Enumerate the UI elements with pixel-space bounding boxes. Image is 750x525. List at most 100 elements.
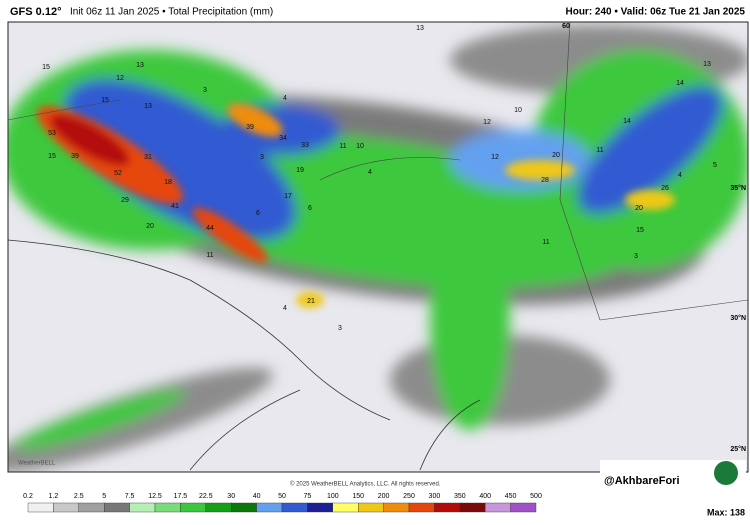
map-value-label: 13 <box>144 103 152 110</box>
colorbar-swatch <box>103 502 130 513</box>
colorbar-label: 500 <box>530 493 542 500</box>
colorbar-swatch <box>510 502 537 513</box>
map-value-label: 20 <box>635 205 643 212</box>
map-value-label: 11 <box>542 239 549 246</box>
colorbar-swatch <box>281 502 308 513</box>
colorbar-swatch <box>129 502 156 513</box>
map-value-label: 3 <box>634 253 638 260</box>
map-value-label: 31 <box>144 154 152 161</box>
logo: WeatherBELL <box>18 461 56 467</box>
map-value-label: 4 <box>368 169 372 176</box>
colorbar-swatch <box>408 502 435 513</box>
colorbar-label: 200 <box>378 493 390 500</box>
colorbar-label: 250 <box>403 493 415 500</box>
grid-label: 30°N <box>730 314 746 322</box>
map-value-label: 12 <box>116 75 124 82</box>
colorbar-swatch <box>332 502 359 513</box>
map-value-label: 14 <box>623 118 631 125</box>
map-value-label: 39 <box>246 124 254 131</box>
colorbar-label: 450 <box>505 493 517 500</box>
map-value-label: 4 <box>678 172 682 179</box>
map-value-label: 3 <box>260 154 264 161</box>
colorbar-label: 12.5 <box>148 493 162 500</box>
map-value-label: 15 <box>42 64 50 71</box>
colorbar-label: 400 <box>479 493 491 500</box>
map-value-label: 6 <box>308 205 312 212</box>
map-value-label: 26 <box>661 185 669 192</box>
colorbar-swatch <box>205 502 232 513</box>
colorbar-label: 75 <box>304 493 312 500</box>
watermark-icon <box>714 461 738 485</box>
valid-time: Hour: 240 • Valid: 06z Tue 21 Jan 2025 <box>565 7 745 18</box>
colorbar-swatch <box>459 502 486 513</box>
map-value-label: 6 <box>256 210 260 217</box>
map-value-label: 13 <box>136 62 144 69</box>
colorbar-label: 30 <box>227 493 235 500</box>
colorbar-label: 300 <box>429 493 441 500</box>
colorbar-label: 7.5 <box>125 493 135 500</box>
map-value-label: 39 <box>71 153 79 160</box>
map-value-label: 11 <box>206 252 213 259</box>
map-value-label: 3 <box>338 325 342 332</box>
map-value-label: 34 <box>279 135 287 142</box>
colorbar-swatch <box>27 502 54 513</box>
colorbar-label: 40 <box>253 493 261 500</box>
map-value-label: 41 <box>171 203 179 210</box>
map-value-label: 17 <box>284 193 292 200</box>
colorbar-swatch <box>358 502 384 513</box>
grid-label: 35°N <box>730 184 746 192</box>
map-value-label: 5 <box>713 162 717 169</box>
map-value-label: 11 <box>596 147 603 154</box>
colorbar-label: 100 <box>327 493 339 500</box>
colorbar-swatch <box>154 502 181 513</box>
map-value-label: 21 <box>307 298 315 305</box>
model-title: GFS 0.12° <box>10 6 61 18</box>
map-value-label: 15 <box>48 153 56 160</box>
colorbar-swatch <box>383 502 410 513</box>
map-value-label: 12 <box>491 154 499 161</box>
colorbar-swatch <box>434 502 460 513</box>
colorbar-label: 2.5 <box>74 493 84 500</box>
map-value-label: 29 <box>121 197 129 204</box>
map-value-label: 53 <box>48 130 56 137</box>
colorbar-label: 150 <box>352 493 364 500</box>
map-value-label: 20 <box>552 152 560 159</box>
colorbar-label: 17.5 <box>174 493 188 500</box>
colorbar-swatch <box>78 502 105 513</box>
run-info: Init 06z 11 Jan 2025 • Total Precipitati… <box>70 7 273 18</box>
map-value-label: 4 <box>283 305 287 312</box>
map-value-label: 33 <box>301 142 309 149</box>
map-value-label: 52 <box>114 170 122 177</box>
colorbar-label: 0.2 <box>23 493 33 500</box>
map-value-label: 11 <box>339 143 346 150</box>
map-value-label: 15 <box>636 227 644 234</box>
colorbar-label: 50 <box>278 493 286 500</box>
grid-label: 25°N <box>730 445 746 453</box>
map-value-label: 15 <box>101 97 109 104</box>
map-value-label: 44 <box>206 225 214 232</box>
copyright: © 2025 WeatherBELL Analytics, LLC. All r… <box>290 481 441 488</box>
colorbar-swatch <box>307 502 333 513</box>
map-value-label: 4 <box>283 95 287 102</box>
colorbar-label: 5 <box>102 493 106 500</box>
handle: @AkhbareFori <box>604 475 680 487</box>
colorbar-swatch <box>230 502 257 513</box>
colorbar-label: 22.5 <box>199 493 213 500</box>
map-value-label: 3 <box>203 87 207 94</box>
colorbar-label: 350 <box>454 493 466 500</box>
map-value-label: 14 <box>676 80 684 87</box>
map-value-label: 10 <box>356 143 364 150</box>
map-value-label: 28 <box>541 177 549 184</box>
map-value-label: 13 <box>416 25 424 32</box>
colorbar-swatch <box>180 502 206 513</box>
colorbar-swatch <box>485 502 511 513</box>
colorbar-label: 1.2 <box>49 493 59 500</box>
colorbar-swatch <box>53 502 80 513</box>
map-value-label: 19 <box>296 167 304 174</box>
map-value-label: 20 <box>146 223 154 230</box>
grid-label: 60 <box>562 23 570 30</box>
map-value-label: 10 <box>514 107 522 114</box>
map-value-label: 18 <box>164 179 172 186</box>
map-value-label: 13 <box>703 61 711 68</box>
